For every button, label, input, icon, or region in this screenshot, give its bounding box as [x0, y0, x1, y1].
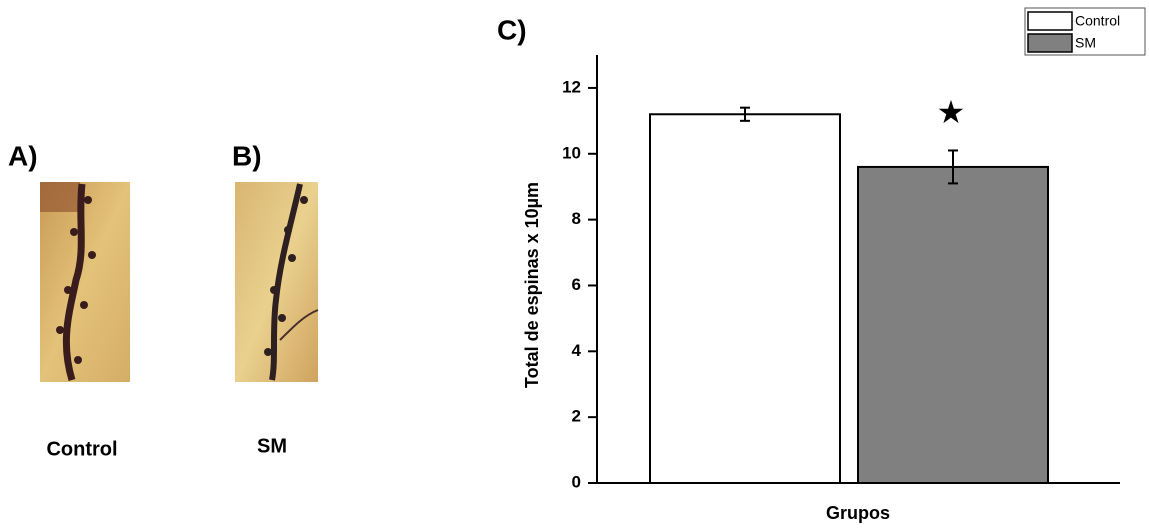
image-caption: SM	[257, 435, 287, 457]
x-axis-label: Grupos	[826, 503, 890, 523]
y-tick-label: 4	[572, 341, 582, 360]
error-bar	[948, 149, 958, 185]
y-tick-label: 12	[562, 77, 581, 96]
y-axis-label: Total de espinas x 10µm	[522, 182, 542, 388]
significance-marker: ★	[937, 94, 966, 130]
y-tick-label: 10	[562, 143, 581, 162]
panel-label: A)	[8, 140, 38, 171]
micrograph	[40, 182, 130, 382]
y-tick-label: 0	[572, 472, 581, 491]
legend-label: SM	[1075, 35, 1096, 51]
y-tick-label: 8	[572, 209, 581, 228]
panel-label: C)	[497, 14, 527, 45]
legend-swatch	[1027, 11, 1073, 31]
micrograph	[235, 182, 319, 382]
y-tick-label: 6	[572, 275, 581, 294]
error-bar	[740, 106, 750, 122]
image-caption: Control	[46, 438, 117, 460]
panel-label: B)	[232, 140, 262, 171]
bar	[857, 165, 1049, 484]
legend-label: Control	[1075, 13, 1120, 29]
legend-swatch	[1027, 33, 1073, 53]
bar	[649, 113, 841, 484]
y-tick-label: 2	[572, 407, 581, 426]
